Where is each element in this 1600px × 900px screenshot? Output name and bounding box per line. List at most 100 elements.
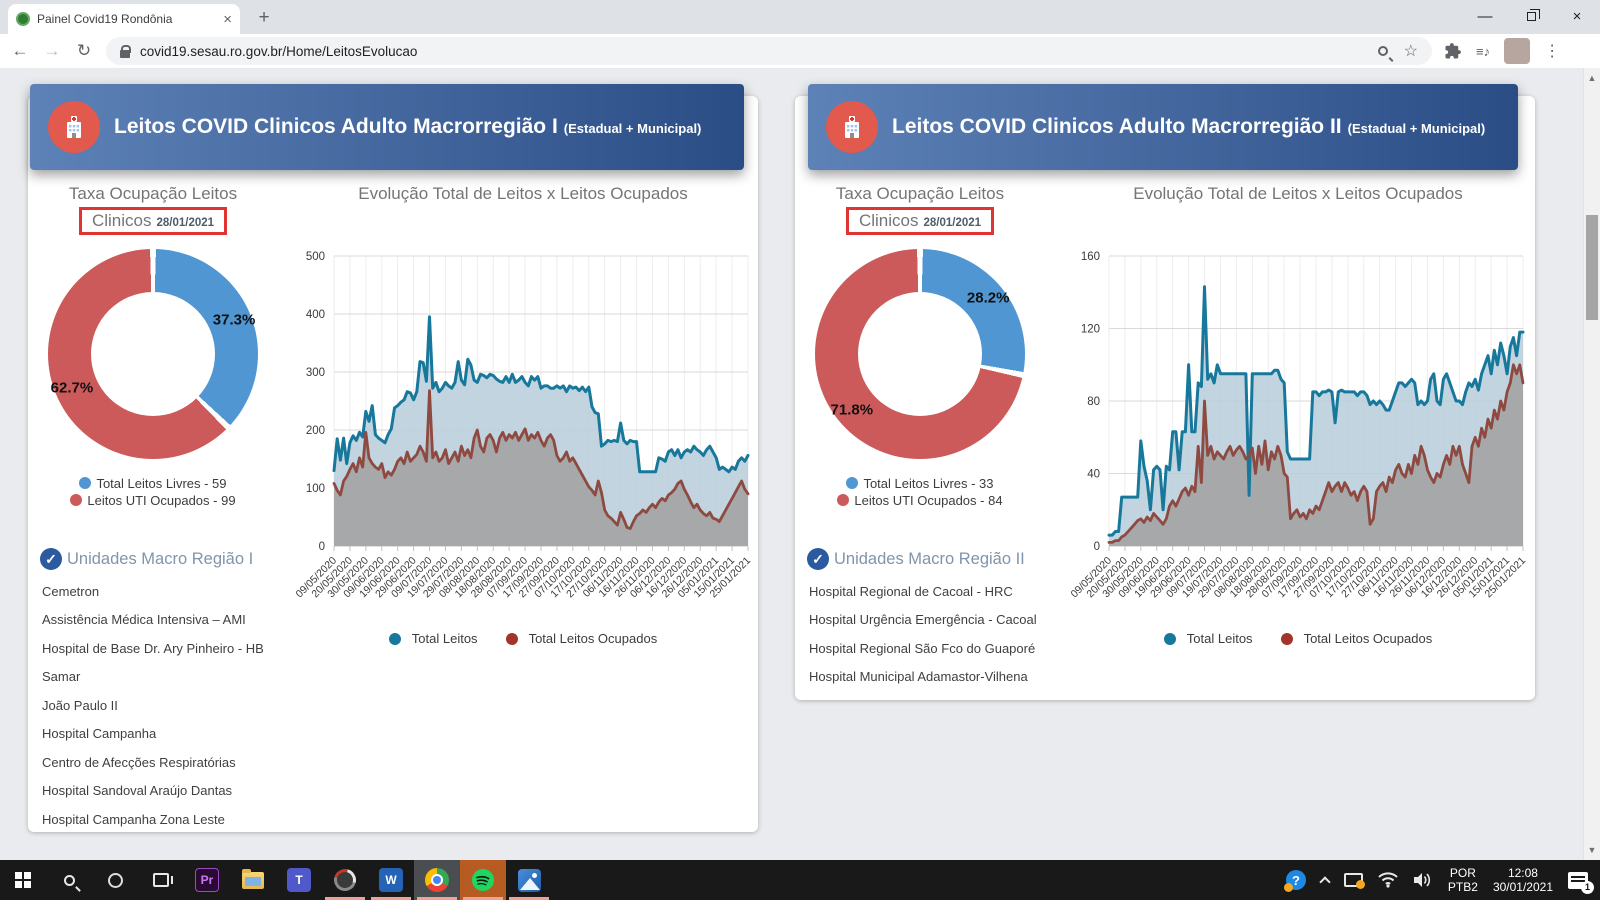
zoom-icon[interactable]	[1377, 46, 1388, 56]
pie-section-2: Taxa Ocupação Leitos Clinicos 28/01/2021 …	[795, 184, 1045, 509]
svg-text:120: 120	[1081, 324, 1100, 336]
hospital-unit-item: Cemetron	[42, 583, 100, 599]
address-bar[interactable]: covid19.sesau.ro.gov.br/Home/LeitosEvolu…	[106, 37, 1432, 65]
window-controls: — ×	[1462, 0, 1600, 34]
spotify-button[interactable]	[460, 860, 506, 900]
browser-tab[interactable]: Painel Covid19 Rondônia ×	[8, 4, 240, 34]
svg-text:500: 500	[306, 251, 325, 263]
windows-logo-icon	[15, 872, 31, 888]
legend-dot-red	[70, 494, 83, 506]
legend-free: Total Leitos Livres - 33	[795, 475, 1045, 492]
hospital-icon	[48, 101, 100, 153]
pie-subtitle-redbox: Clinicos 28/01/2021	[78, 207, 228, 235]
browser-menu-icon[interactable]: ⋮	[1544, 43, 1561, 60]
donut-chart: 37.3% 62.7%	[48, 249, 258, 459]
line-section-2: Evolução Total de Leitos x Leitos Ocupad…	[1063, 184, 1533, 646]
units-section-1: ✓ Unidades Macro Região I Cemetron Assist…	[40, 548, 370, 827]
scroll-up-arrow[interactable]: ▲	[1587, 73, 1597, 83]
scroll-thumb[interactable]	[1586, 215, 1598, 320]
chrome-button[interactable]	[414, 860, 460, 900]
new-tab-button[interactable]: +	[258, 7, 270, 28]
lock-icon[interactable]	[120, 44, 131, 58]
spotify-icon	[472, 869, 494, 891]
hospital-icon	[826, 101, 878, 153]
help-icon[interactable]: ?	[1283, 870, 1306, 892]
pie-subtitle-redbox: Clinicos 28/01/2021	[845, 207, 995, 235]
check-icon: ✓	[807, 548, 829, 570]
pie-title: Taxa Ocupação Leitos	[68, 184, 238, 203]
units-title: Unidades Macro Região I	[67, 549, 254, 568]
media-queue-icon[interactable]: ≡♪	[1476, 43, 1491, 59]
legend-dot-darkred	[505, 632, 518, 645]
task-view-icon	[153, 873, 173, 887]
units-title: Unidades Macro Região II	[834, 549, 1025, 568]
legend-total-leitos: Total Leitos	[388, 631, 478, 646]
legend-dot-red	[837, 494, 850, 506]
svg-text:200: 200	[306, 425, 325, 437]
pie-date: 28/01/2021	[923, 217, 982, 229]
pie-date: 28/01/2021	[156, 217, 215, 229]
line-chart: 0408012016009/05/202020/05/202030/05/202…	[1068, 251, 1528, 600]
notification-badge: 1	[1581, 880, 1594, 894]
taskbar-search-button[interactable]	[46, 860, 92, 900]
extensions-icon[interactable]	[1444, 42, 1462, 60]
svg-text:0: 0	[319, 541, 325, 553]
pct-free-label: 28.2%	[966, 289, 1010, 307]
back-icon[interactable]: ←	[11, 41, 29, 60]
recorder-app-button[interactable]	[322, 860, 368, 900]
hospital-unit-item: Centro de Afecções Respiratórias	[42, 754, 236, 770]
teams-button[interactable]: T	[276, 860, 322, 900]
bookmark-star-icon[interactable]: ☆	[1403, 43, 1418, 60]
panel-title: Leitos COVID Clinicos Adulto Macrorregiã…	[892, 115, 1486, 138]
legend-free: Total Leitos Livres - 59	[28, 475, 278, 492]
start-button[interactable]	[0, 860, 46, 900]
scroll-down-arrow[interactable]: ▼	[1587, 845, 1597, 855]
pie-title: Taxa Ocupação Leitos	[835, 184, 1005, 203]
svg-text:0: 0	[1094, 541, 1100, 553]
legend-dot-teal	[388, 632, 401, 645]
taskbar: Pr T W ? POR PTB2 12:08 30/01/2021 1	[0, 860, 1600, 900]
tab-close-icon[interactable]: ×	[223, 10, 232, 28]
donut-legend: Total Leitos Livres - 33 Leitos UTI Ocup…	[795, 475, 1045, 509]
donut-hole	[91, 292, 215, 416]
wifi-icon[interactable]	[1378, 872, 1398, 888]
tray-expand-icon[interactable]	[1319, 876, 1331, 888]
premiere-button[interactable]: Pr	[184, 860, 230, 900]
clock[interactable]: 12:08 30/01/2021	[1492, 866, 1553, 894]
url-text[interactable]: covid19.sesau.ro.gov.br/Home/LeitosEvolu…	[140, 43, 418, 59]
svg-text:160: 160	[1081, 251, 1100, 263]
hospital-unit-item: Hospital Urgência Emergência - Cacoal	[809, 612, 1037, 627]
panel-title-suffix: (Estadual + Municipal)	[1347, 121, 1486, 136]
cast-icon[interactable]	[1343, 873, 1365, 889]
notification-center-icon[interactable]: 1	[1568, 871, 1594, 894]
reload-icon[interactable]: ↻	[76, 41, 92, 60]
word-icon: W	[379, 868, 403, 892]
pct-occupied-label: 71.8%	[830, 401, 874, 419]
cortana-icon	[107, 872, 123, 888]
language-indicator[interactable]: POR PTB2	[1447, 866, 1478, 894]
restore-button[interactable]	[1508, 0, 1554, 32]
close-button[interactable]: ×	[1572, 7, 1582, 25]
hospital-unit-item: Hospital Campanha	[42, 726, 157, 741]
line-legend: Total Leitos Total Leitos Ocupados	[1063, 631, 1533, 646]
hospital-unit-item: Hospital Campanha Zona Leste	[42, 811, 225, 827]
panel-header-macro-2: Leitos COVID Clinicos Adulto Macrorregiã…	[808, 84, 1518, 170]
scrollbar[interactable]: ▲ ▼	[1583, 68, 1600, 860]
file-explorer-button[interactable]	[230, 860, 276, 900]
hospital-unit-item: Hospital de Base Dr. Ary Pinheiro - HB	[42, 640, 264, 656]
restore-icon	[1526, 8, 1540, 21]
legend-total-leitos: Total Leitos	[1163, 631, 1253, 646]
donut-chart: 28.2% 71.8%	[815, 249, 1025, 459]
volume-icon[interactable]	[1413, 872, 1433, 888]
svg-text:40: 40	[1087, 469, 1100, 481]
cortana-button[interactable]	[92, 860, 138, 900]
minimize-button[interactable]: —	[1477, 7, 1493, 25]
pie-subtitle: Clinicos	[858, 211, 919, 230]
photos-button[interactable]	[506, 860, 552, 900]
forward-icon[interactable]: →	[43, 41, 61, 60]
hospital-unit-item: Hospital Regional de Cacoal - HRC	[809, 583, 1013, 599]
profile-avatar[interactable]	[1504, 38, 1531, 64]
word-button[interactable]: W	[368, 860, 414, 900]
task-view-button[interactable]	[138, 860, 184, 900]
